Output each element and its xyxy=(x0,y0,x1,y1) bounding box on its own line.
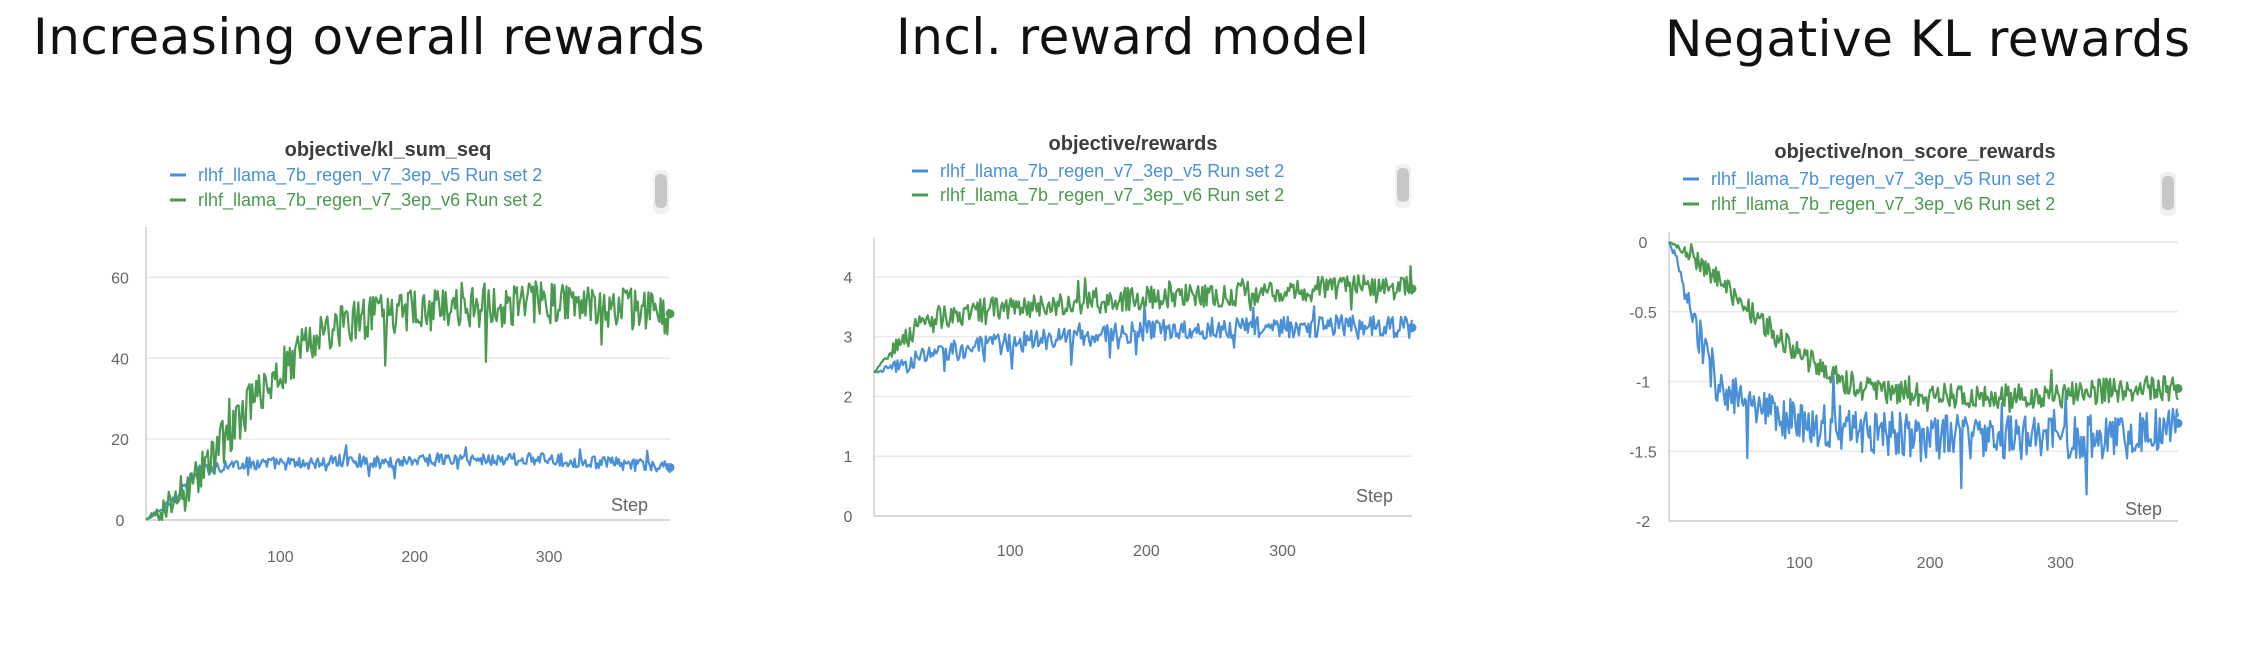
y-tick-label: 1 xyxy=(844,449,853,466)
chart-title: objective/non_score_rewards xyxy=(1774,141,2055,163)
legend-entry: rlhf_llama_7b_regen_v7_3ep_v6 Run set 2 xyxy=(940,185,1284,206)
x-axis-label: Step xyxy=(2125,499,2162,519)
y-tick-label: -0.5 xyxy=(1629,305,1657,322)
series-line xyxy=(873,265,1414,374)
chart-title: objective/rewards xyxy=(1049,133,1218,155)
y-tick-label: -2 xyxy=(1636,514,1650,531)
x-axis-label: Step xyxy=(611,495,648,515)
series-end-point xyxy=(665,309,675,319)
y-tick-label: 20 xyxy=(111,432,129,449)
x-tick-label: 200 xyxy=(1917,555,1944,572)
y-tick-label: 40 xyxy=(111,351,129,368)
panel-title-non-score: Negative KL rewards xyxy=(1665,10,2191,68)
series-end-point xyxy=(2173,383,2183,393)
panel-title-kl: Increasing overall rewards xyxy=(33,8,706,66)
series-end-point xyxy=(1407,323,1417,333)
legend-scrollbar-thumb[interactable] xyxy=(655,174,667,208)
chart-title: objective/kl_sum_seq xyxy=(285,139,492,161)
x-tick-label: 100 xyxy=(267,549,294,566)
x-tick-label: 100 xyxy=(997,543,1024,560)
y-tick-label: 3 xyxy=(844,330,853,347)
y-tick-label: -1.5 xyxy=(1629,444,1657,461)
legend-entry: rlhf_llama_7b_regen_v7_3ep_v6 Run set 2 xyxy=(1711,194,2055,215)
y-tick-label: 2 xyxy=(844,389,853,406)
x-tick-label: 200 xyxy=(401,549,428,566)
x-tick-label: 100 xyxy=(1786,555,1813,572)
series-line xyxy=(1667,241,2180,496)
legend-scrollbar-thumb[interactable] xyxy=(2162,176,2174,210)
series-end-point xyxy=(2173,418,2183,428)
x-tick-label: 300 xyxy=(1269,543,1296,560)
x-tick-label: 300 xyxy=(536,549,563,566)
panel-title-rewards: Incl. reward model xyxy=(896,8,1370,66)
series-end-point xyxy=(1407,284,1417,294)
y-tick-label: 0 xyxy=(844,509,853,526)
series-line xyxy=(873,302,1414,374)
legend-entry: rlhf_llama_7b_regen_v7_3ep_v5 Run set 2 xyxy=(940,161,1284,182)
y-tick-label: 0 xyxy=(1639,235,1648,252)
series-end-point xyxy=(665,462,675,472)
legend-entry: rlhf_llama_7b_regen_v7_3ep_v5 Run set 2 xyxy=(1711,169,2055,190)
y-tick-label: 0 xyxy=(116,513,125,530)
legend-entry: rlhf_llama_7b_regen_v7_3ep_v5 Run set 2 xyxy=(198,165,542,186)
x-tick-label: 200 xyxy=(1133,543,1160,560)
series-line xyxy=(1668,241,2179,413)
y-tick-label: 4 xyxy=(844,270,853,287)
series-line xyxy=(145,444,671,521)
x-tick-label: 300 xyxy=(2047,555,2074,572)
y-tick-label: 60 xyxy=(111,270,129,287)
legend-scrollbar-thumb[interactable] xyxy=(1397,168,1409,202)
series-line xyxy=(145,280,672,522)
y-tick-label: -1 xyxy=(1636,375,1650,392)
legend-entry: rlhf_llama_7b_regen_v7_3ep_v6 Run set 2 xyxy=(198,190,542,211)
x-axis-label: Step xyxy=(1356,486,1393,506)
